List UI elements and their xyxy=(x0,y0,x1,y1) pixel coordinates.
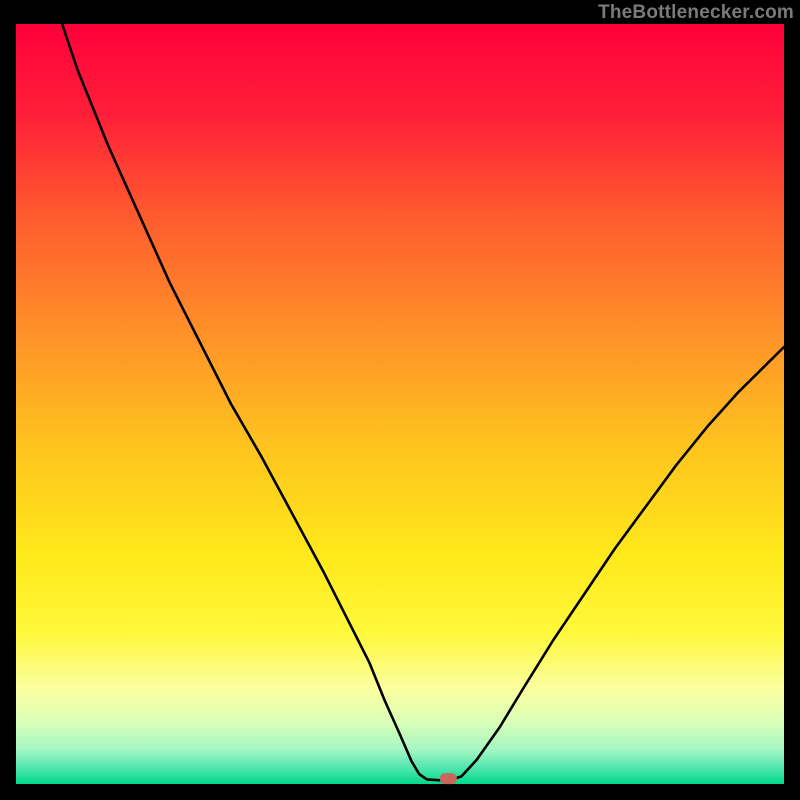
plot-area-rect xyxy=(16,24,784,784)
bottleneck-chart xyxy=(0,0,800,800)
chart-stage: TheBottlenecker.com xyxy=(0,0,800,800)
optimum-marker xyxy=(440,773,457,784)
